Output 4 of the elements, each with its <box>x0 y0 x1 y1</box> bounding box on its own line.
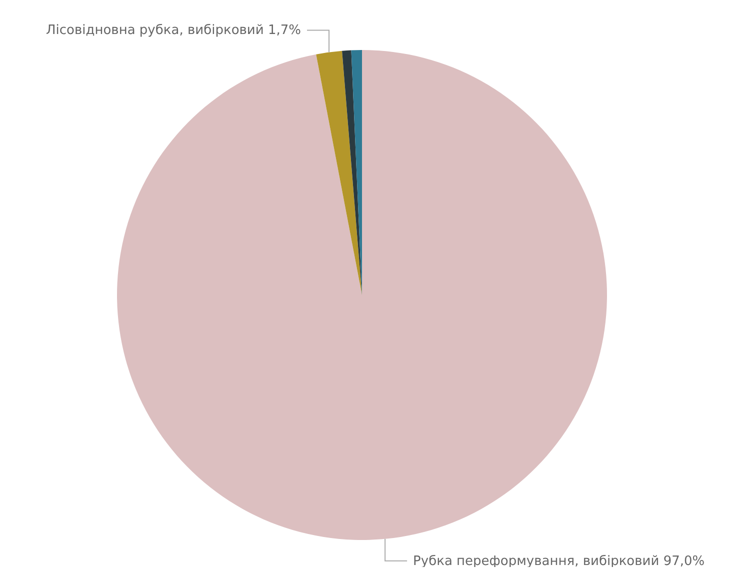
pie-slice <box>117 50 607 540</box>
pie-slice <box>316 50 362 295</box>
pie-slice <box>342 50 362 295</box>
slice-label: Лісовідновна рубка, вибірковий 1,7% <box>46 23 302 38</box>
